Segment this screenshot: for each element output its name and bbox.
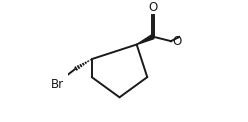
Text: O: O <box>172 35 181 48</box>
Text: Br: Br <box>51 78 64 91</box>
Text: O: O <box>148 1 157 14</box>
Polygon shape <box>137 35 154 45</box>
